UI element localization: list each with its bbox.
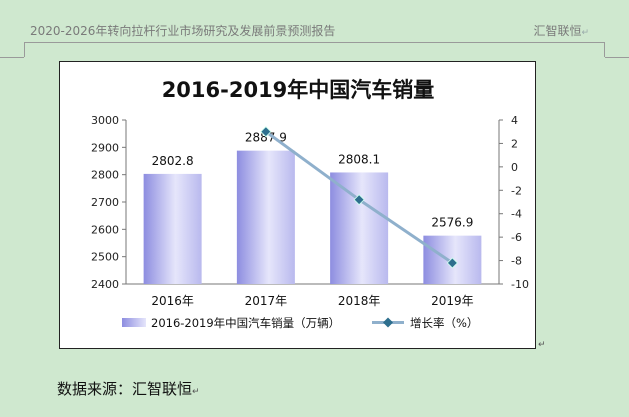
- right-axis-tick-label: -2: [511, 184, 522, 197]
- right-axis-tick-label: -8: [511, 255, 522, 268]
- right-axis-tick-label: 4: [511, 114, 518, 127]
- left-axis-tick-label: 3000: [91, 114, 119, 127]
- left-axis-tick-label: 2700: [91, 196, 119, 209]
- bar-value-label: 2808.1: [338, 152, 380, 166]
- right-axis-tick-label: -10: [511, 278, 529, 291]
- right-axis-tick-label: -4: [511, 208, 522, 221]
- legend-swatch-marker: [383, 317, 393, 328]
- left-axis-tick-label: 2900: [91, 141, 119, 154]
- doc-header-right: 汇智联恒↵: [533, 22, 589, 39]
- right-axis-tick-label: 0: [511, 161, 518, 174]
- legend-label-line: 增长率（%）: [410, 316, 478, 330]
- source-paragraph-mark-icon: ↵: [192, 387, 200, 397]
- bar: [143, 173, 202, 284]
- right-axis-tick-label: -6: [511, 231, 522, 244]
- header-rule: [24, 42, 605, 43]
- bar-value-label: 2802.8: [152, 154, 194, 168]
- doc-header-right-label: 汇智联恒: [533, 24, 582, 38]
- x-axis-tick-label: 2016年: [151, 294, 194, 308]
- left-axis-tick-label: 2500: [91, 251, 119, 264]
- growth-point: [260, 126, 272, 138]
- bar-value-label: 2576.9: [431, 216, 473, 230]
- chart-title: 2016-2019年中国汽车销量: [162, 78, 435, 102]
- page-corner-right-v: [604, 43, 605, 57]
- doc-header-left: 2020-2026年转向拉杆行业市场研究及发展前景预测报告: [30, 24, 336, 38]
- source-label: 数据来源：汇智联恒: [57, 380, 193, 398]
- chart-frame[interactable]: 2016-2019年中国汽车销量 2400 2500 2600 2700 2800 290…: [59, 61, 546, 350]
- legend-label-bar: 2016-2019年中国汽车销量（万辆）: [151, 316, 340, 330]
- x-axis-tick-label: 2017年: [245, 294, 288, 308]
- right-axis-tick-label: 2: [511, 137, 518, 150]
- left-axis-tick-label: 2800: [91, 169, 119, 182]
- page-corner-left: [0, 57, 24, 58]
- bar: [330, 172, 389, 284]
- left-axis-tick-label: 2600: [91, 223, 119, 236]
- left-axis-tick-label: 2400: [91, 278, 119, 291]
- source-text: 数据来源：汇智联恒↵: [57, 378, 200, 399]
- x-axis-tick-label: 2018年: [338, 294, 381, 308]
- paragraph-mark-icon: ↵: [581, 28, 589, 38]
- growth-point: [353, 194, 365, 206]
- legend-swatch-bar: [122, 318, 146, 327]
- chart-paragraph-mark-icon: ↵: [538, 340, 546, 350]
- page-corner-left-v: [24, 43, 25, 57]
- chart-svg: 2016-2019年中国汽车销量 2400 2500 2600 2700 2800 290…: [91, 78, 529, 330]
- bar: [236, 150, 295, 284]
- x-axis-tick-label: 2019年: [431, 294, 474, 308]
- growth-point: [446, 257, 458, 269]
- page-corner-right: [605, 57, 629, 58]
